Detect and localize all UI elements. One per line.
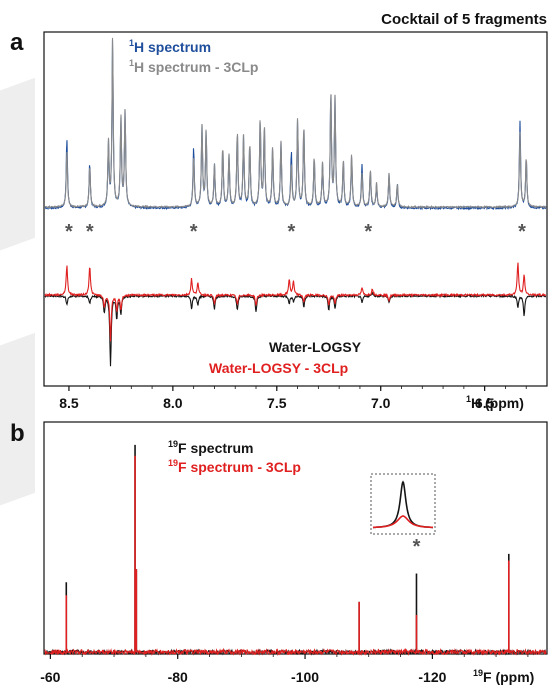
panel-b-binding-markers: * [413, 536, 421, 558]
legend-a-black: Water-LOGSY [269, 339, 362, 355]
x-tick-label: -120 [418, 669, 446, 685]
binding-marker-asterisk: * [86, 221, 94, 243]
binding-marker-asterisk: * [65, 221, 73, 243]
legend-b-black: 19F spectrum [168, 439, 253, 456]
panel-a-x-axis: 8.5 8.0 7.5 7.0 6.5 [59, 386, 527, 411]
x-tick-label: 6.5 [475, 395, 495, 411]
panel-a-frame [43, 31, 548, 387]
panel-label-b: b [10, 420, 25, 447]
legend-a-blue-sup: 1 [129, 38, 134, 48]
legend-b-black-sup: 19 [168, 439, 178, 449]
legend-b-red-sup: 19 [168, 458, 178, 468]
legend-b-red: 19F spectrum - 3CLp [168, 458, 301, 475]
binding-marker-asterisk: * [518, 221, 526, 243]
panel-a-traces [44, 37, 547, 367]
legend-a-gray-label: H spectrum - 3CLp [134, 59, 258, 75]
series-19f-spectrum-3clp-baseline [44, 647, 547, 657]
binding-marker-asterisk: * [364, 221, 372, 243]
panel-b-x-axis: -60 -80 -100 -120 [40, 654, 529, 685]
x-tick-label: 7.0 [371, 395, 391, 411]
x-tick-label: 8.5 [59, 395, 79, 411]
x-axis-label-b-text: F (ppm) [483, 669, 534, 685]
x-axis-label-b: 19F (ppm) [473, 668, 534, 685]
series-1h-spectrum-3clp [44, 37, 547, 209]
x-axis-label-b-sup: 19 [473, 668, 483, 678]
binding-marker-asterisk: * [190, 221, 198, 243]
panel-label-a: a [10, 29, 24, 56]
legend-a-gray: 1H spectrum - 3CLp [129, 58, 258, 75]
legend-a-blue: 1H spectrum [129, 38, 211, 55]
x-axis-label-a-text: H (ppm) [471, 395, 524, 411]
legend-a-red: Water-LOGSY - 3CLp [209, 360, 348, 376]
panel-a-binding-markers: * * * * * * [65, 221, 526, 243]
binding-marker-asterisk: * [287, 221, 295, 243]
x-tick-label: 8.0 [163, 395, 183, 411]
panel-b-frame [43, 421, 548, 655]
series-water-logsy-3clp [44, 262, 547, 342]
x-tick-label: 7.5 [267, 395, 287, 411]
x-tick-label: -80 [168, 669, 188, 685]
legend-b-black-label: F spectrum [178, 440, 253, 456]
legend-a-gray-sup: 1 [129, 58, 134, 68]
panel-b-traces [44, 444, 547, 657]
x-tick-label: -100 [291, 669, 319, 685]
inset-red-trace [373, 515, 433, 529]
legend-a-blue-label: H spectrum [134, 39, 211, 55]
x-tick-label: -60 [40, 669, 60, 685]
legend-b-red-label: F spectrum - 3CLp [178, 459, 301, 475]
x-axis-label-a-sup: 1 [466, 394, 471, 404]
inset-zoom-19f [370, 473, 436, 535]
binding-marker-asterisk: * [413, 536, 421, 558]
x-axis-label-a: 1H (ppm) [466, 394, 524, 411]
figure-title: Cocktail of 5 fragments [381, 11, 547, 28]
series-1h-spectrum [44, 40, 547, 211]
